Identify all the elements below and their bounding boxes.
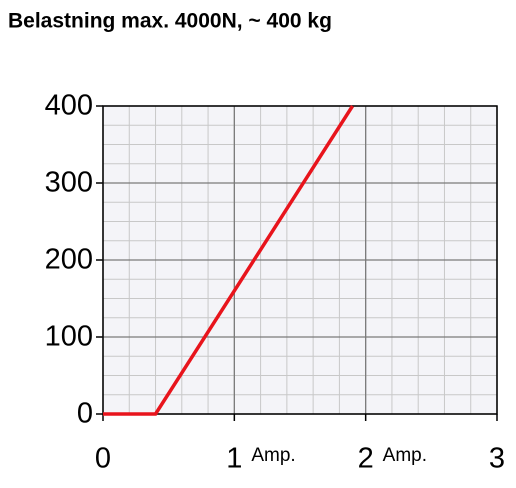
x-unit-label: Amp. bbox=[383, 445, 427, 466]
x-tick-label: 2 bbox=[358, 443, 374, 475]
y-tick-label: 400 bbox=[45, 90, 93, 122]
y-tick-label: 300 bbox=[45, 167, 93, 199]
plot-frame bbox=[102, 105, 498, 415]
x-tick-label: 3 bbox=[489, 443, 505, 475]
y-tick-label: 100 bbox=[45, 321, 93, 353]
x-unit-label: Amp. bbox=[251, 445, 295, 466]
data-line bbox=[103, 105, 355, 416]
y-tick-label: 0 bbox=[77, 398, 93, 430]
x-tick-label: 0 bbox=[95, 443, 111, 475]
y-tick-label: 200 bbox=[45, 244, 93, 276]
chart-title: Belastning max. 4000N, ~ 400 kg bbox=[8, 10, 332, 33]
x-tick-label: 1 bbox=[226, 443, 242, 475]
